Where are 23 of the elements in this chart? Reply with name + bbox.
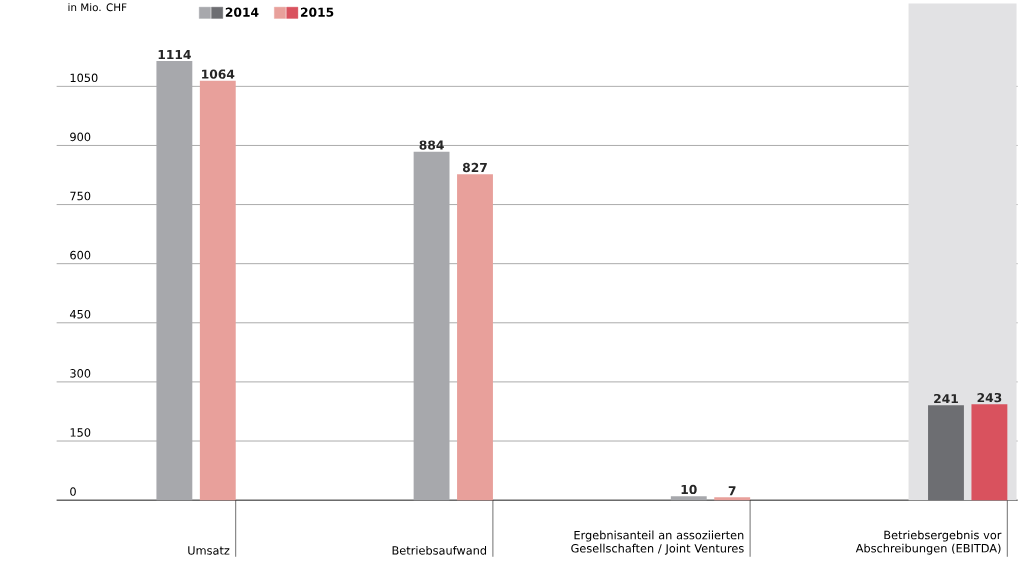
y-tick-label: 900 [70,132,91,142]
legend-label: 2014 [225,7,259,17]
data-label: 827 [462,162,487,173]
data-label: 884 [419,140,444,150]
y-tick-label: 150 [70,428,91,437]
y-tick-label: 1050 [70,73,98,82]
y-tick-label: 450 [69,309,91,319]
data-label: 10 [681,484,697,494]
y-tick-label: 600 [70,250,91,260]
y-axis-title: in Mio. CHF [68,3,127,12]
data-label: 243 [977,392,1002,403]
legend-label: 2015 [300,7,334,17]
data-label: 1064 [202,69,235,79]
y-tick-label: 750 [70,191,91,201]
y-tick-label: 300 [70,368,91,378]
x-tick-label: Betriebsaufwand [392,545,487,555]
x-tick-label: Betriebsergebnis vor Abschreibungen (EBITDA) [855,530,1002,555]
data-label: 7 [728,486,736,496]
y-tick-label: 0 [70,487,76,496]
x-tick-label: Umsatz [188,546,230,555]
x-tick-label: Ergebnisanteil an assoziierten Gesellschaften / Joint Ventures [571,530,744,555]
data-label: 1114 [158,49,191,59]
data-label: 241 [934,393,958,403]
